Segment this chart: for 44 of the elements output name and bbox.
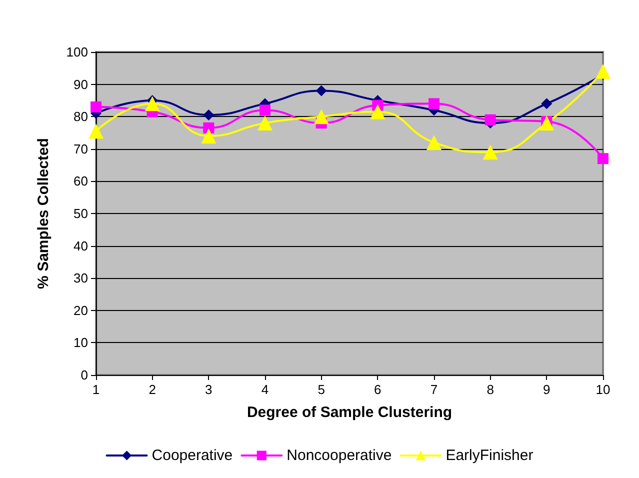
point (596, 64, 610, 79)
point (484, 114, 496, 126)
point (316, 85, 327, 96)
x-tick-label: 7 (430, 382, 438, 397)
point (482, 144, 498, 160)
point (258, 116, 272, 131)
legend-label: Noncooperative (286, 447, 392, 464)
x-tick-label: 6 (374, 382, 382, 397)
y-tick-label: 80 (74, 109, 88, 124)
point (370, 104, 386, 120)
point (144, 96, 160, 112)
point (203, 109, 214, 120)
point (260, 104, 270, 116)
y-tick-label: 10 (74, 335, 88, 350)
x-tick-label: 9 (543, 382, 550, 397)
y-tick-label: 40 (74, 238, 88, 254)
point (314, 109, 329, 124)
point (541, 98, 552, 110)
point (428, 98, 440, 110)
point (88, 124, 104, 139)
y-tick-label: 60 (74, 174, 88, 189)
x-tick-label: 8 (486, 382, 494, 397)
point (90, 101, 102, 112)
y-tick-label: 100 (66, 44, 88, 60)
x-tick-label: 3 (205, 382, 212, 397)
x-tick-label: 2 (148, 382, 156, 397)
y-axis-title: % Samples Collected (35, 138, 52, 289)
y-tick-label: 50 (74, 206, 88, 221)
legend-label: EarlyFinisher (446, 447, 534, 464)
y-tick-label: 70 (74, 141, 88, 156)
y-tick-label: 30 (74, 270, 88, 286)
x-tick-label: 1 (92, 382, 100, 397)
y-tick-label: 90 (74, 76, 88, 92)
y-tick-label: 0 (80, 368, 88, 382)
x-tick-label: 5 (318, 382, 325, 397)
x-tick-label: 4 (261, 382, 269, 397)
legend-label: Cooperative (152, 447, 233, 464)
point (201, 128, 216, 144)
point (539, 116, 554, 131)
x-axis-title: Degree of Sample Clustering (246, 404, 452, 421)
y-tick-label: 20 (74, 302, 88, 318)
point (598, 153, 608, 164)
x-tick-label: 10 (596, 382, 610, 397)
point (426, 134, 442, 150)
